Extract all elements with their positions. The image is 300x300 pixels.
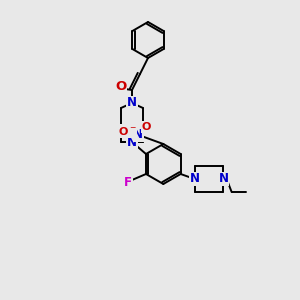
Text: O$^-$: O$^-$	[118, 125, 137, 137]
Text: O: O	[142, 122, 151, 132]
Text: F: F	[124, 176, 132, 188]
Text: N: N	[190, 172, 200, 185]
Text: N: N	[127, 97, 137, 110]
Text: N: N	[133, 128, 143, 142]
Text: O: O	[116, 80, 127, 94]
Text: N: N	[219, 172, 229, 185]
Text: N: N	[127, 136, 137, 148]
